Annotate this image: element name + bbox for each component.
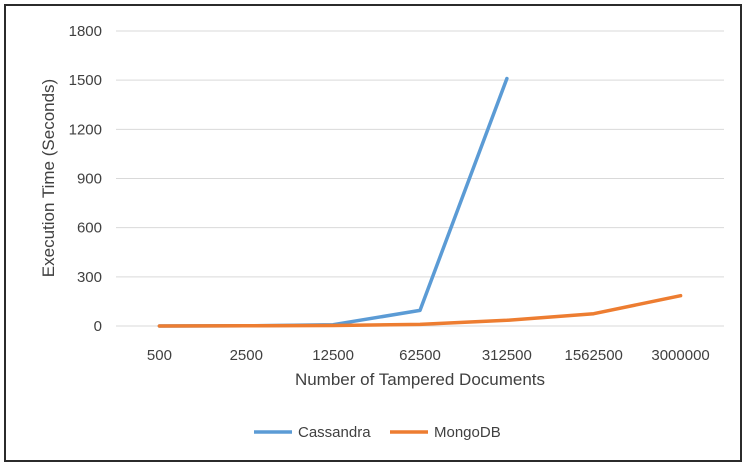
gridlines xyxy=(116,30,724,327)
x-axis-ticks: 500 2500 12500 62500 312500 1562500 3000000 xyxy=(147,347,710,364)
series-lines xyxy=(157,76,683,328)
chart-frame: 0 300 600 900 1200 1500 1800 500 2500 12500 62500… xyxy=(4,4,742,462)
legend: Cassandra MongoDB xyxy=(254,424,501,441)
series-line-mongodb xyxy=(157,293,683,328)
series-line-cassandra xyxy=(157,76,509,328)
x-tick-label: 1562500 xyxy=(565,347,623,364)
y-tick-label: 600 xyxy=(77,220,102,237)
x-tick-label: 3000000 xyxy=(651,347,709,364)
y-tick-label: 0 xyxy=(94,318,102,335)
x-tick-label: 12500 xyxy=(312,347,354,364)
y-tick-label: 900 xyxy=(77,171,102,188)
x-tick-label: 2500 xyxy=(230,347,263,364)
x-tick-label: 500 xyxy=(147,347,172,364)
y-tick-label: 1800 xyxy=(69,23,102,40)
x-axis-title: Number of Tampered Documents xyxy=(295,370,545,389)
legend-label-mongodb: MongoDB xyxy=(434,424,501,441)
y-tick-label: 1200 xyxy=(69,121,102,138)
y-axis-ticks: 0 300 600 900 1200 1500 1800 xyxy=(69,23,102,335)
x-tick-label: 62500 xyxy=(399,347,441,364)
y-tick-label: 300 xyxy=(77,269,102,286)
line-chart: 0 300 600 900 1200 1500 1800 500 2500 12500 62500… xyxy=(39,23,724,441)
y-tick-label: 1500 xyxy=(69,72,102,89)
y-axis-title: Execution Time (Seconds) xyxy=(39,79,58,277)
x-tick-label: 312500 xyxy=(482,347,532,364)
legend-label-cassandra: Cassandra xyxy=(298,424,371,441)
